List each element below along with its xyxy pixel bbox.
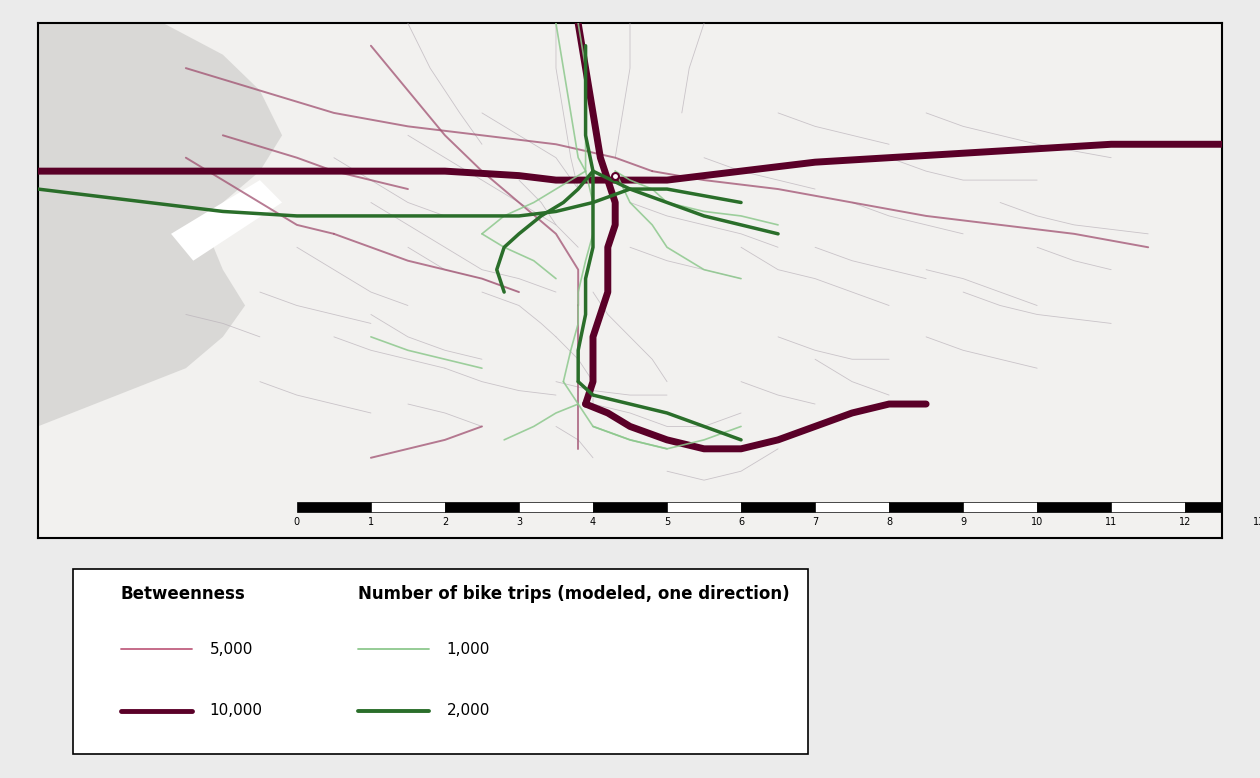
Bar — [963, 502, 1037, 511]
Text: 3: 3 — [515, 517, 522, 527]
Text: 2: 2 — [442, 517, 449, 527]
Bar — [297, 502, 370, 511]
Text: 8: 8 — [886, 517, 892, 527]
Bar — [741, 502, 815, 511]
Text: 1,000: 1,000 — [446, 642, 490, 657]
Bar — [519, 502, 593, 511]
Text: 2,000: 2,000 — [446, 703, 490, 718]
Text: 0: 0 — [294, 517, 300, 527]
Polygon shape — [38, 23, 282, 426]
Text: 12: 12 — [1179, 517, 1192, 527]
Text: Number of bike trips (modeled, one direction): Number of bike trips (modeled, one direc… — [358, 584, 789, 602]
Text: 13: 13 — [1254, 517, 1260, 527]
Polygon shape — [171, 180, 282, 261]
Text: 7: 7 — [811, 517, 818, 527]
Bar — [1186, 502, 1259, 511]
Text: 4: 4 — [590, 517, 596, 527]
Bar — [667, 502, 741, 511]
Bar — [445, 502, 519, 511]
Bar — [1111, 502, 1186, 511]
Text: 9: 9 — [960, 517, 966, 527]
Text: 5: 5 — [664, 517, 670, 527]
Bar — [890, 502, 963, 511]
Bar — [370, 502, 445, 511]
Text: 10: 10 — [1031, 517, 1043, 527]
Text: 6: 6 — [738, 517, 745, 527]
Bar — [593, 502, 667, 511]
Bar — [1037, 502, 1111, 511]
Text: 5,000: 5,000 — [209, 642, 253, 657]
Bar — [815, 502, 890, 511]
FancyBboxPatch shape — [73, 569, 808, 754]
Text: Betweenness: Betweenness — [121, 584, 246, 602]
Text: 11: 11 — [1105, 517, 1118, 527]
Text: 10,000: 10,000 — [209, 703, 262, 718]
Text: 1: 1 — [368, 517, 374, 527]
